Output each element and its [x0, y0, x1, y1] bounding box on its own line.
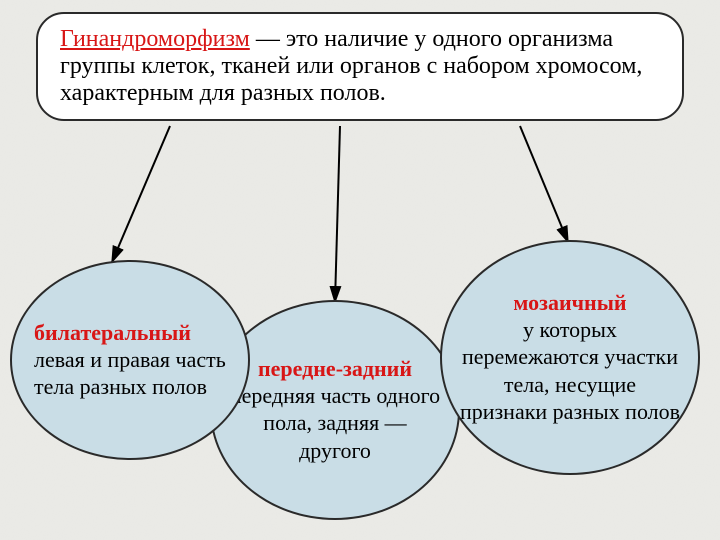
definition-box: Гинандроморфизм — это наличие у одного о…	[36, 12, 684, 121]
ellipse-mosaic: мозаичный у которых перемежаются участки…	[440, 240, 700, 475]
ellipse-bilateral-desc: левая и правая часть тела разных полов	[34, 346, 232, 401]
ellipse-anteroposterior-desc: передняя часть одного пола, задняя — дру…	[228, 382, 442, 465]
definition-term: Гинандроморфизм	[60, 26, 250, 52]
ellipse-bilateral: билатеральный левая и правая часть тела …	[10, 260, 250, 460]
ellipse-anteroposterior-title: передне-задний	[258, 356, 412, 382]
ellipse-bilateral-title: билатеральный	[34, 320, 232, 346]
ellipse-anteroposterior: передне-задний передняя часть одного пол…	[210, 300, 460, 520]
ellipse-mosaic-title: мозаичный	[513, 290, 626, 316]
ellipse-mosaic-desc: у которых перемежаются участки тела, нес…	[458, 316, 682, 426]
